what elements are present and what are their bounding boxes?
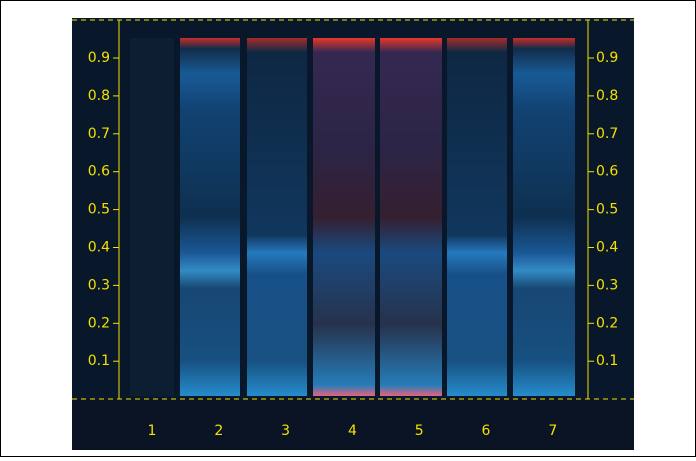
lane-5: [380, 38, 442, 396]
left-scale-label: 0.1: [88, 353, 110, 369]
right-scale-label: 0.3: [596, 277, 618, 293]
lane-7: [513, 38, 575, 396]
right-scale-label: 0.7: [596, 126, 618, 142]
lane-6: [447, 38, 507, 396]
lane-label: 1: [148, 423, 157, 439]
left-scale-label: 0.6: [88, 164, 110, 180]
lane-4: [313, 38, 375, 396]
left-scale-label: 0.2: [88, 315, 110, 331]
left-scale-label: 0.3: [88, 277, 110, 293]
lane-label: 2: [214, 423, 223, 439]
lane-label: 6: [482, 423, 491, 439]
left-scale-label: 0.5: [88, 202, 110, 218]
lane-2: [180, 38, 240, 396]
right-scale-label: 0.1: [596, 353, 618, 369]
lane-label: 7: [548, 423, 557, 439]
right-scale-label: 0.4: [596, 240, 618, 256]
lane-label: 3: [281, 423, 290, 439]
left-scale-label: 0.7: [88, 126, 110, 142]
left-scale-label: 0.4: [88, 240, 110, 256]
right-scale-label: 0.6: [596, 164, 618, 180]
right-scale-label: 0.2: [596, 315, 618, 331]
tlc-figure: 0.9 0.8 0.7 0.6 0.5 0.4 0.3 0.2 0.1 0.9 0.8 0.7 0.6 0…: [0, 0, 696, 457]
lane-label: 5: [415, 423, 424, 439]
right-scale-label: 0.5: [596, 202, 618, 218]
right-scale-label: 0.9: [596, 50, 618, 66]
lane-1: [130, 38, 174, 396]
lane-3: [247, 38, 307, 396]
lane-label: 4: [348, 423, 357, 439]
left-scale-label: 0.8: [88, 88, 110, 104]
left-scale-label: 0.9: [88, 50, 110, 66]
right-scale-label: 0.8: [596, 88, 618, 104]
